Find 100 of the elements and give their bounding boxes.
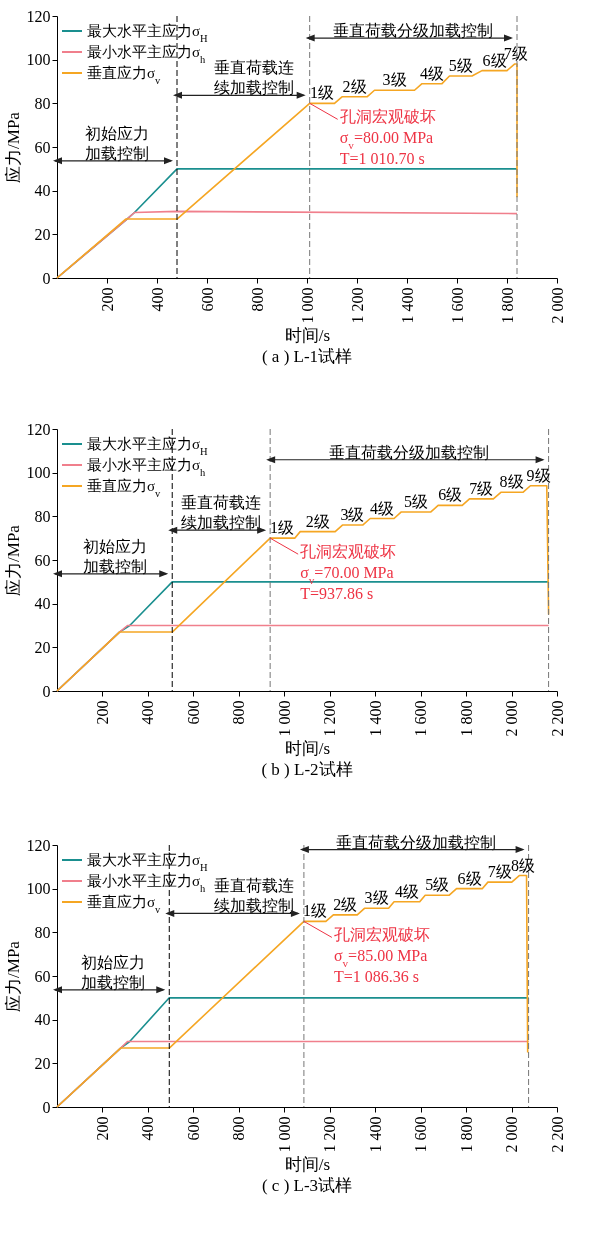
y-tick-label: 40 (34, 595, 51, 613)
x-tick-label: 200 (93, 1116, 111, 1141)
y-tick-label: 80 (34, 94, 51, 112)
x-axis-title: 时间/s (284, 1154, 331, 1174)
y-tick-label: 100 (26, 51, 51, 69)
annotation: 垂直荷载分级加载控制 (329, 443, 490, 461)
annotation: 初始应力加载控制 (82, 537, 147, 575)
y-tick-label: 20 (34, 638, 51, 656)
annotation: 垂直荷载分级加载控制 (333, 22, 494, 40)
y-tick-label: 0 (42, 682, 51, 700)
x-tick-label: 2 000 (548, 287, 566, 324)
annotation: 6级 (482, 51, 507, 69)
y-tick-label: 0 (42, 1098, 51, 1116)
x-tick-label: 2 000 (503, 700, 521, 737)
y-tick-label: 100 (26, 880, 51, 898)
annotation: 2级 (305, 512, 330, 530)
y-axis-title: 应力/MPa (3, 111, 23, 183)
x-tick-label: 1 600 (448, 287, 466, 324)
annotation: 4级 (395, 882, 419, 900)
annotation: 3级 (340, 506, 365, 524)
y-tick-label: 80 (34, 923, 51, 941)
annotation: 3级 (382, 71, 407, 89)
x-tick-label: 600 (198, 287, 216, 312)
annotation: 4级 (370, 499, 394, 517)
annotation: 2级 (342, 77, 367, 95)
x-tick-label: 1 000 (298, 287, 316, 324)
annotation: 孔洞宏观破坏 σ$_{v}$=70.00 MPa T=937.86 s (300, 543, 397, 603)
annotation: 垂直荷载连续加载控制 (214, 59, 295, 97)
legend-label: 最大水平主应力σ$_{H}$ (87, 23, 209, 44)
legend-label: 最小水平主应力σ$_{h}$ (87, 457, 207, 478)
y-tick-label: 80 (34, 507, 51, 525)
annotation: 孔洞宏观破坏 σ$_{v}$=80.00 MPa T=1 010.70 s (339, 108, 436, 168)
text: ( a ) L-1试样 (261, 347, 353, 366)
x-tick-label: 1 800 (457, 700, 475, 737)
legend-label: 最大水平主应力σ$_{H}$ (87, 436, 209, 457)
legend-label: 垂直应力σ$_{v}$ (87, 478, 162, 499)
x-tick-label: 1 800 (498, 287, 516, 324)
y-tick-label: 40 (34, 182, 51, 200)
x-tick-label: 200 (93, 700, 111, 725)
x-tick-label: 600 (184, 700, 202, 725)
annotation: 孔洞宏观破坏 σ$_{v}$=85.00 MPa T=1 086.36 s (333, 926, 430, 986)
legend-label: 垂直应力σ$_{v}$ (87, 65, 162, 86)
annotation: 初始应力加载控制 (81, 953, 146, 991)
x-tick-label: 2 200 (548, 1116, 566, 1153)
y-tick-label: 20 (34, 225, 51, 243)
x-tick-label: 400 (139, 700, 157, 725)
annotation: 3级 (364, 889, 389, 907)
x-tick-label: 1 400 (366, 700, 384, 737)
legend-label: 最大水平主应力σ$_{H}$ (87, 852, 209, 873)
x-tick-label: 400 (148, 287, 166, 312)
annotation: 5级 (425, 876, 450, 894)
x-tick-label: 1 600 (412, 700, 430, 737)
y-axis-title: 应力/MPa (3, 524, 23, 596)
y-tick-label: 120 (26, 7, 51, 25)
annotation: 4级 (420, 64, 444, 82)
annotation: 1级 (270, 519, 294, 537)
y-tick-label: 60 (34, 138, 51, 156)
annotation: 初始应力加载控制 (85, 124, 149, 162)
annotation: 垂直荷载连续加载控制 (181, 494, 262, 532)
x-tick-label: 200 (98, 287, 116, 312)
annotation: 8级 (510, 856, 535, 874)
x-tick-label: 2 000 (503, 1116, 521, 1153)
annotation: 5级 (448, 57, 473, 75)
x-tick-label: 1 400 (398, 287, 416, 324)
annotation: 垂直荷载连续加载控制 (214, 877, 295, 915)
y-tick-label: 120 (26, 836, 51, 854)
y-tick-label: 20 (34, 1054, 51, 1072)
x-tick-label: 1 600 (412, 1116, 430, 1153)
annotation: 2级 (333, 895, 358, 913)
y-axis-title: 应力/MPa (3, 940, 23, 1012)
legend-label: 最小水平主应力σ$_{h}$ (87, 873, 207, 894)
x-axis-title: 时间/s (284, 325, 331, 345)
annotation: 7级 (487, 863, 512, 881)
x-axis-title: 时间/s (284, 738, 331, 758)
y-tick-label: 60 (34, 967, 51, 985)
annotation: 6级 (438, 486, 463, 504)
x-tick-label: 800 (230, 700, 248, 725)
y-tick-label: 40 (34, 1011, 51, 1029)
legend-label: 最小水平主应力σ$_{h}$ (87, 44, 207, 65)
annotation: 1级 (310, 84, 334, 102)
x-tick-label: 1 000 (275, 700, 293, 737)
x-tick-label: 1 400 (366, 1116, 384, 1153)
x-tick-label: 800 (248, 287, 266, 312)
annotation: 7级 (469, 479, 494, 497)
x-tick-label: 1 200 (321, 700, 339, 737)
x-tick-label: 2 200 (548, 700, 566, 737)
y-tick-label: 60 (34, 551, 51, 569)
annotation: 6级 (457, 869, 482, 887)
annotation: 1级 (302, 902, 327, 920)
legend-label: 垂直应力σ$_{v}$ (87, 894, 162, 915)
x-tick-label: 800 (230, 1116, 248, 1141)
x-tick-label: 1 800 (457, 1116, 475, 1153)
y-tick-label: 100 (26, 464, 51, 482)
annotation: 9级 (526, 466, 551, 484)
y-tick-label: 0 (42, 269, 51, 287)
y-tick-label: 120 (26, 420, 51, 438)
x-tick-label: 1 000 (275, 1116, 293, 1153)
x-tick-label: 1 200 (348, 287, 366, 324)
text: ( b ) L-2试样 (261, 760, 353, 779)
x-tick-label: 1 200 (321, 1116, 339, 1153)
